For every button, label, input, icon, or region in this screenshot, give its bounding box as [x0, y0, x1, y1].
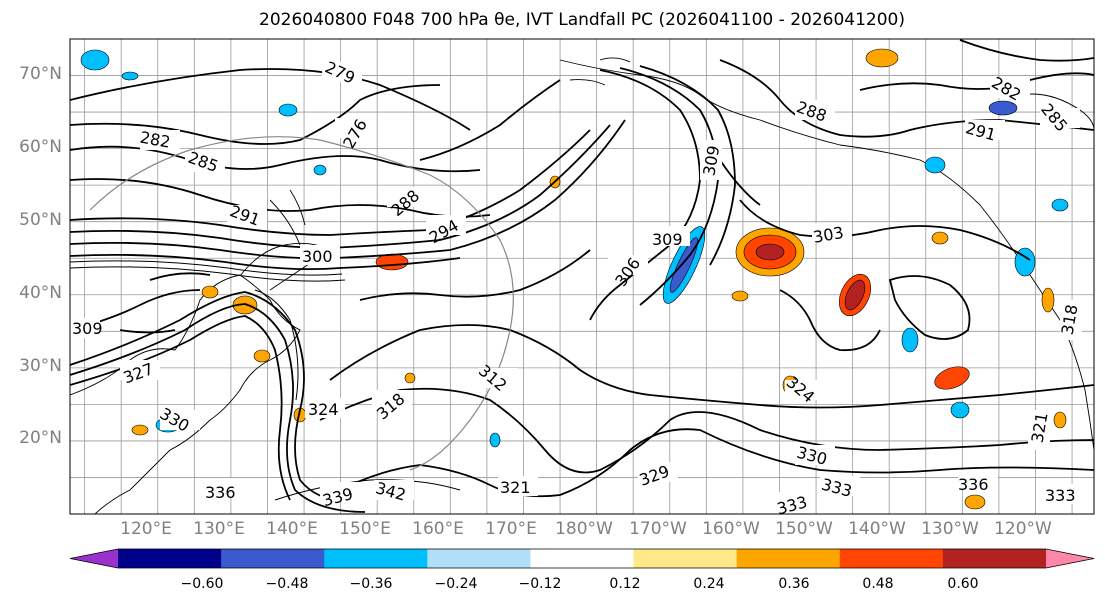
colorbar-tick-label: −0.12 — [518, 576, 562, 592]
lon-label-140e: 140°E — [266, 519, 318, 539]
lat-label-20n: 20°N — [19, 428, 62, 448]
theta-e-contours — [70, 39, 1094, 513]
colorbar-tick-label: 0.36 — [778, 576, 810, 592]
colorbar-tick-label: −0.60 — [180, 576, 224, 592]
colorbar-tick-label: 0.60 — [947, 576, 979, 592]
lat-label-60n: 60°N — [19, 137, 62, 157]
lon-label-150w: 150°W — [775, 519, 833, 539]
colorbar-tick-label: −0.48 — [265, 576, 309, 592]
contour-label: 324 — [308, 400, 339, 419]
contour-label: 300 — [302, 247, 333, 266]
lon-label-150e: 150°E — [339, 519, 391, 539]
colorbar-bin — [942, 549, 1047, 568]
colorbar-tick-label: 0.24 — [693, 576, 725, 592]
colorbar-tick-label: −0.36 — [349, 576, 393, 592]
colorbar-bin — [221, 549, 325, 568]
lat-label-40n: 40°N — [19, 283, 62, 303]
contour-label: 309 — [652, 230, 683, 249]
lon-label-160w: 160°W — [702, 519, 760, 539]
lon-label-120w: 120°W — [994, 519, 1052, 539]
contour-label: 336 — [205, 483, 236, 502]
contour-label: 333 — [775, 492, 809, 518]
grey-contours — [89, 136, 514, 471]
colorbar-tick-label: −0.24 — [434, 576, 478, 592]
colorbar-bin — [736, 549, 841, 568]
colorbar-extend-high — [1046, 549, 1094, 568]
contour-label: 309 — [72, 319, 103, 338]
contour-label: 321 — [500, 478, 531, 497]
lon-label-130e: 130°E — [193, 519, 245, 539]
map-frame — [69, 38, 1095, 515]
colorbar-bin — [427, 549, 531, 568]
lon-label-140w: 140°W — [848, 519, 906, 539]
colorbar-outline — [69, 548, 1095, 569]
lat-label-30n: 30°N — [19, 356, 62, 376]
gridlines — [70, 39, 1094, 514]
colorbar-bin — [839, 549, 944, 568]
lon-label-170e: 170°E — [485, 519, 537, 539]
lon-label-160e: 160°E — [412, 519, 464, 539]
colorbar-extend-low — [70, 549, 118, 568]
colorbar-bin — [530, 549, 635, 568]
colorbar-tick-label: 0.48 — [862, 576, 894, 592]
colorbar-bin — [633, 549, 738, 568]
lon-label-180w: 180°W — [555, 519, 613, 539]
colorbar-tick-label: 0.12 — [609, 576, 641, 592]
figure-title: 2026040800 F048 700 hPa θe, IVT Landfall… — [259, 10, 905, 30]
lon-label-120e: 120°E — [120, 519, 172, 539]
colorbar-bin — [118, 549, 222, 568]
colorbar-bin — [324, 549, 428, 568]
lat-label-50n: 50°N — [19, 210, 62, 230]
lon-label-130w: 130°W — [921, 519, 979, 539]
lat-label-70n: 70°N — [19, 64, 62, 84]
thin-contours — [70, 260, 461, 501]
lon-label-170w: 170°W — [629, 519, 687, 539]
colorbar — [69, 548, 1095, 569]
map-area — [70, 39, 1094, 514]
contour-label: 333 — [1045, 486, 1076, 505]
contour-label: 336 — [958, 475, 989, 494]
